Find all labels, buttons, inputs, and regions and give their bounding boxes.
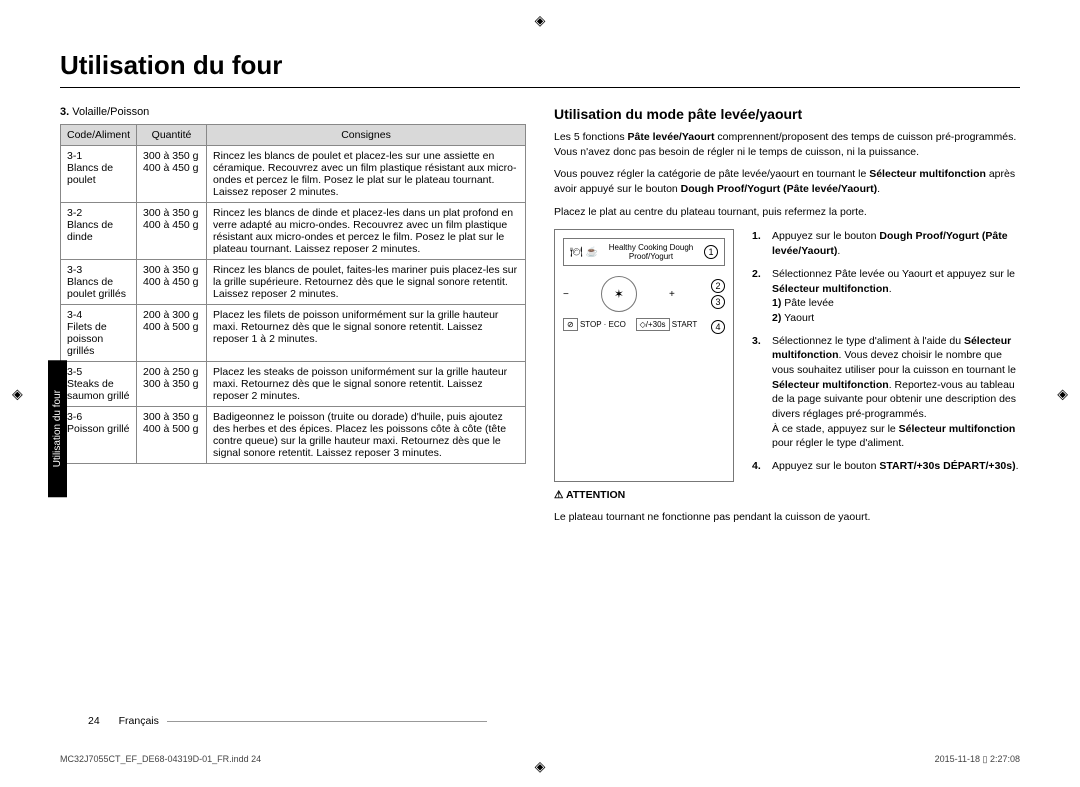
intro-p2: Vous pouvez régler la catégorie de pâte … bbox=[554, 167, 1020, 196]
th-instr: Consignes bbox=[207, 125, 526, 146]
table-row: 3-1 Blancs de poulet300 à 350 g 400 à 45… bbox=[61, 146, 526, 203]
badge-2: 2 bbox=[711, 279, 725, 293]
badge-4: 4 bbox=[711, 320, 725, 334]
steps-list: 1. Appuyez sur le bouton Dough Proof/Yog… bbox=[752, 229, 1020, 481]
cell-code: 3-3 Blancs de poulet grillés bbox=[61, 260, 137, 305]
right-column: Utilisation du mode pâte levée/yaourt Le… bbox=[554, 106, 1020, 533]
crop-mark-top: ◈ bbox=[535, 12, 546, 29]
table-row: 3-2 Blancs de dinde300 à 350 g 400 à 450… bbox=[61, 203, 526, 260]
subheading: Utilisation du mode pâte levée/yaourt bbox=[554, 106, 1020, 122]
cell-instr: Rincez les blancs de dinde et placez-les… bbox=[207, 203, 526, 260]
crop-mark-right: ◈ bbox=[1057, 385, 1068, 402]
cell-code: 3-5 Steaks de saumon grillé bbox=[61, 362, 137, 407]
page-title: Utilisation du four bbox=[60, 50, 1020, 88]
page-footer: 24 Français bbox=[88, 715, 487, 727]
cell-qty: 300 à 350 g 400 à 450 g bbox=[137, 203, 207, 260]
table-row: 3-4 Filets de poisson grillés200 à 300 g… bbox=[61, 305, 526, 362]
cell-code: 3-4 Filets de poisson grillés bbox=[61, 305, 137, 362]
cell-code: 3-1 Blancs de poulet bbox=[61, 146, 137, 203]
food-table: Code/Aliment Quantité Consignes 3-1 Blan… bbox=[60, 124, 526, 464]
step-1: 1. Appuyez sur le bouton Dough Proof/Yog… bbox=[752, 229, 1020, 258]
left-column: 3. Volaille/Poisson Code/Aliment Quantit… bbox=[60, 106, 526, 533]
step-3: 3. Sélectionnez le type d'aliment à l'ai… bbox=[752, 334, 1020, 452]
table-row: 3-5 Steaks de saumon grillé200 à 250 g 3… bbox=[61, 362, 526, 407]
badge-3: 3 bbox=[711, 295, 725, 309]
cell-code: 3-2 Blancs de dinde bbox=[61, 203, 137, 260]
footer-date: 2015-11-18 ▯ 2:27:08 bbox=[935, 754, 1020, 765]
section-3-heading: 3. Volaille/Poisson bbox=[60, 106, 526, 118]
intro-p1: Les 5 fonctions Pâte levée/Yaourt compre… bbox=[554, 130, 1020, 159]
cell-instr: Rincez les blancs de poulet, faites-les … bbox=[207, 260, 526, 305]
badge-1: 1 bbox=[704, 245, 718, 259]
panel-top-label: Healthy Cooking Dough Proof/Yogurt bbox=[598, 243, 704, 261]
cook-icons: 🍽 ☕ bbox=[570, 247, 598, 258]
crop-mark-left: ◈ bbox=[12, 385, 23, 402]
cell-qty: 200 à 300 g 400 à 500 g bbox=[137, 305, 207, 362]
side-tab: Utilisation du four bbox=[48, 360, 67, 497]
cell-instr: Placez les filets de poisson uniformémen… bbox=[207, 305, 526, 362]
cell-instr: Rincez les blancs de poulet et placez-le… bbox=[207, 146, 526, 203]
step-4: 4. Appuyez sur le bouton START/+30s DÉPA… bbox=[752, 459, 1020, 474]
table-row: 3-6 Poisson grillé300 à 350 g 400 à 500 … bbox=[61, 407, 526, 464]
stop-eco-label: ⊘ STOP · ECO bbox=[563, 320, 626, 334]
start-label: ◇/+30s START bbox=[636, 320, 698, 334]
cell-qty: 300 à 350 g 400 à 450 g bbox=[137, 260, 207, 305]
attention-label: ATTENTION bbox=[554, 488, 1020, 503]
cell-code: 3-6 Poisson grillé bbox=[61, 407, 137, 464]
th-qty: Quantité bbox=[137, 125, 207, 146]
th-code: Code/Aliment bbox=[61, 125, 137, 146]
cell-instr: Badigeonnez le poisson (truite ou dorade… bbox=[207, 407, 526, 464]
cell-qty: 200 à 250 g 300 à 350 g bbox=[137, 362, 207, 407]
cell-qty: 300 à 350 g 400 à 450 g bbox=[137, 146, 207, 203]
minus-icon: − bbox=[563, 289, 569, 300]
multifunction-dial: ✶ bbox=[601, 276, 637, 312]
plus-icon: + bbox=[669, 289, 675, 300]
intro-p3: Placez le plat au centre du plateau tour… bbox=[554, 205, 1020, 220]
cell-instr: Placez les steaks de poisson uniformémen… bbox=[207, 362, 526, 407]
footer-filename: MC32J7055CT_EF_DE68-04319D-01_FR.indd 24 bbox=[60, 754, 261, 765]
control-panel-diagram: 🍽 ☕ Healthy Cooking Dough Proof/Yogurt 1… bbox=[554, 229, 734, 481]
step-2: 2. Sélectionnez Pâte levée ou Yaourt et … bbox=[752, 267, 1020, 326]
cell-qty: 300 à 350 g 400 à 500 g bbox=[137, 407, 207, 464]
attention-text: Le plateau tournant ne fonctionne pas pe… bbox=[554, 510, 1020, 525]
table-row: 3-3 Blancs de poulet grillés300 à 350 g … bbox=[61, 260, 526, 305]
